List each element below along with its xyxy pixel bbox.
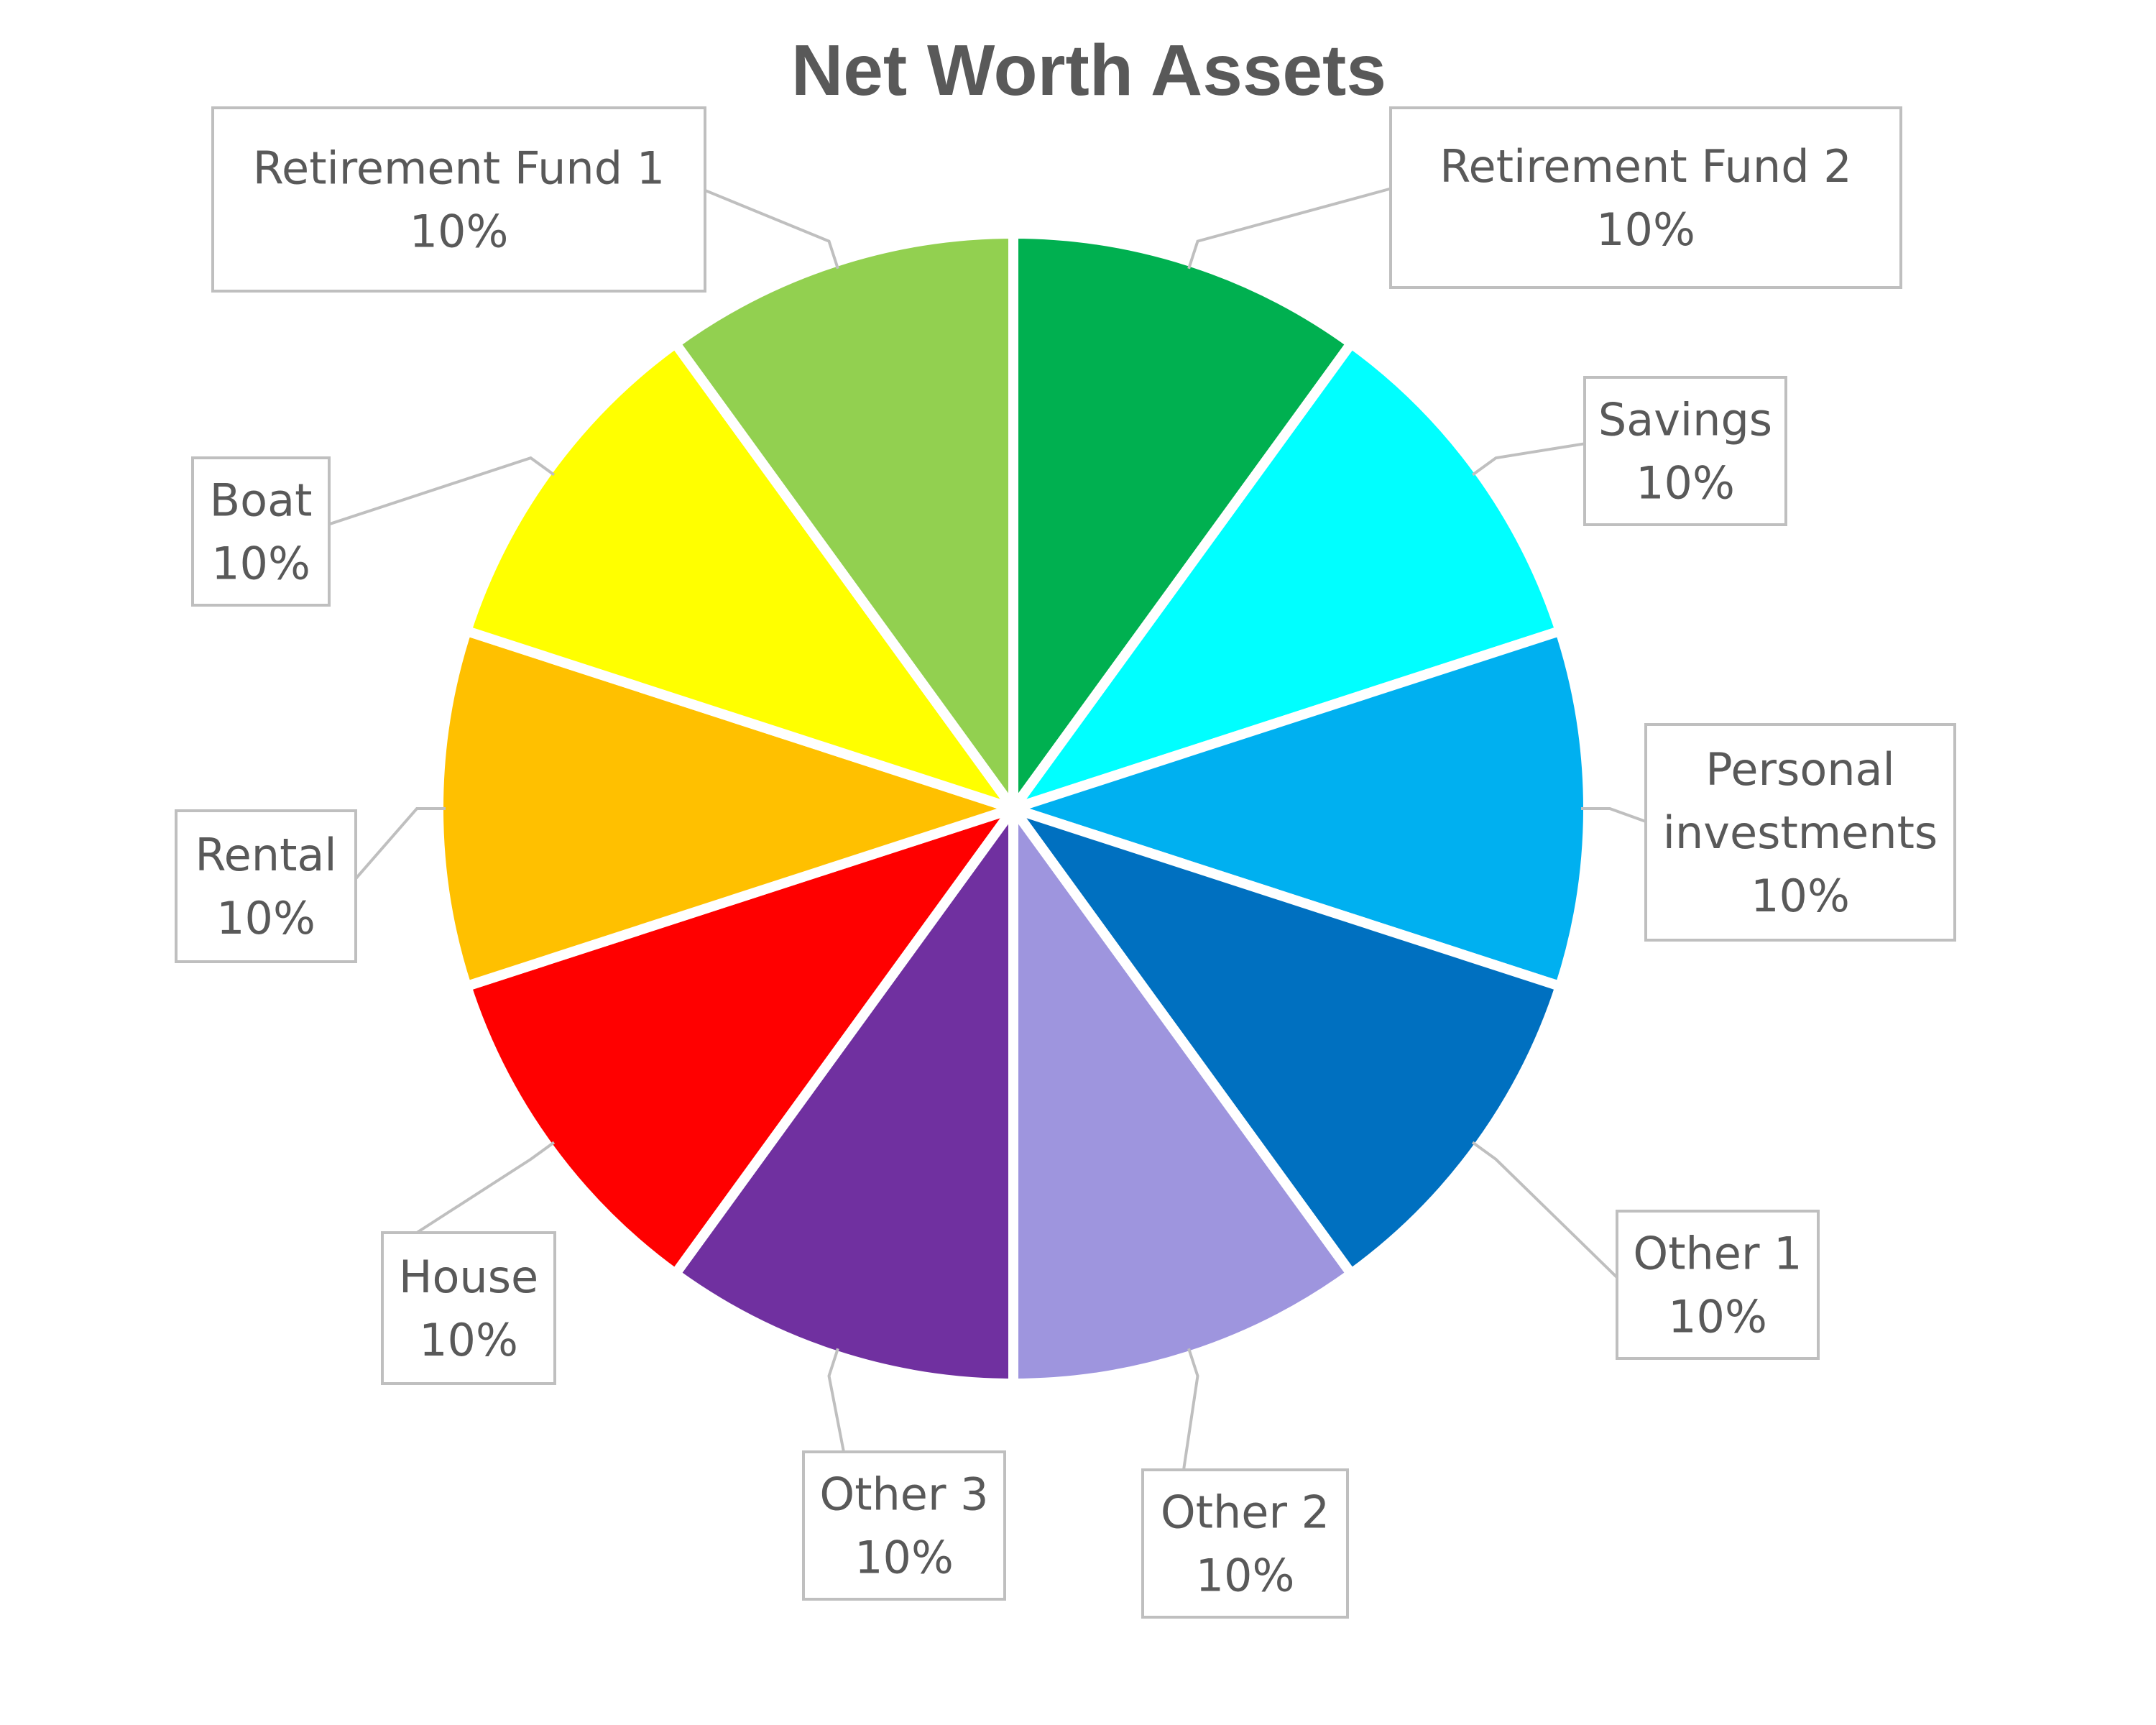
data-label-value: 10% xyxy=(1636,457,1735,510)
leader-line xyxy=(328,456,556,526)
data-label-value: 10% xyxy=(1751,870,1850,922)
leader-line xyxy=(1581,807,1646,823)
data-label-category: Retirement Fund 1 xyxy=(253,142,665,195)
data-label-category: investments xyxy=(1663,806,1938,859)
data-label-category: Other 1 xyxy=(1633,1228,1802,1280)
leader-line xyxy=(1471,442,1585,477)
data-label-box xyxy=(1616,1210,1820,1360)
data-label-box xyxy=(1583,376,1787,526)
data-label-category: Retirement Fund 2 xyxy=(1439,140,1851,193)
data-label-category: Personal xyxy=(1705,743,1895,796)
data-label-category: Other 2 xyxy=(1161,1486,1330,1539)
leader-line xyxy=(827,1348,845,1453)
data-label-box xyxy=(191,456,331,607)
data-label-retirement-fund-1: Retirement Fund 1 10% xyxy=(211,106,706,293)
data-label-savings: Savings 10% xyxy=(1583,376,1787,526)
data-label-house: House 10% xyxy=(381,1231,556,1385)
chart-title: Net Worth Assets xyxy=(791,30,1386,111)
data-label-category: Rental xyxy=(195,829,336,881)
data-label-category: Boat xyxy=(210,474,313,527)
data-label-retirement-fund-2: Retirement Fund 2 10% xyxy=(1389,106,1902,289)
data-label-personal-investments: Personal investments 10% xyxy=(1644,723,1956,942)
pie-center-dot xyxy=(1005,800,1022,817)
leader-line xyxy=(415,1141,556,1234)
data-label-rental: Rental 10% xyxy=(175,809,357,963)
data-label-boat: Boat 10% xyxy=(191,456,331,607)
data-label-box xyxy=(381,1231,556,1385)
data-label-value: 10% xyxy=(216,892,315,944)
data-labels: Retirement Fund 2 10% Savings 10% Personal in… xyxy=(175,106,1956,1619)
data-label-category: Other 3 xyxy=(819,1468,988,1521)
data-label-value: 10% xyxy=(1668,1291,1767,1343)
data-label-other-2: Other 2 10% xyxy=(1141,1468,1349,1619)
leader-line xyxy=(354,807,446,880)
data-label-value: 10% xyxy=(1196,1550,1295,1602)
data-label-box xyxy=(802,1450,1006,1601)
data-label-value: 10% xyxy=(854,1532,954,1584)
data-label-box xyxy=(1644,723,1956,942)
data-label-value: 10% xyxy=(1596,203,1695,256)
data-label-value: 10% xyxy=(419,1314,518,1366)
data-label-box xyxy=(1141,1468,1349,1619)
data-label-box xyxy=(175,809,357,963)
data-label-box xyxy=(211,106,706,293)
data-label-category: Savings xyxy=(1598,394,1772,446)
leader-line xyxy=(704,188,839,270)
leader-line xyxy=(1187,187,1391,270)
data-label-box xyxy=(1389,106,1902,289)
leader-line xyxy=(1471,1141,1618,1279)
data-label-value: 10% xyxy=(410,206,509,258)
data-label-other-3: Other 3 10% xyxy=(802,1450,1006,1601)
pie-slices xyxy=(433,229,1594,1389)
data-label-category: House xyxy=(399,1251,538,1303)
data-label-other-1: Other 1 10% xyxy=(1616,1210,1820,1360)
data-label-value: 10% xyxy=(211,538,310,590)
leader-line xyxy=(1182,1348,1199,1471)
